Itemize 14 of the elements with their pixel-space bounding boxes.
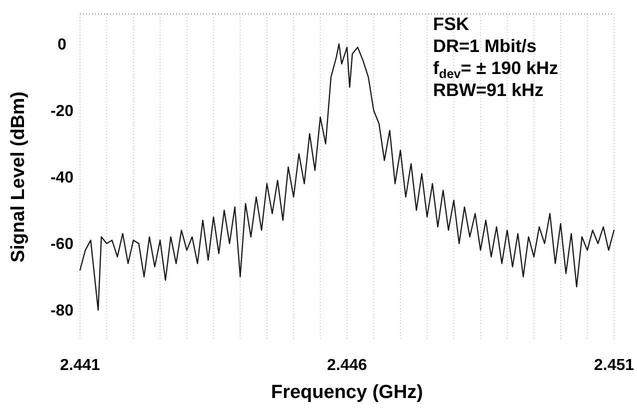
y-tick-label: -40 bbox=[50, 170, 74, 187]
x-axis-title: Frequency (GHz) bbox=[270, 382, 424, 403]
annotation: RBW=91 kHz bbox=[433, 80, 544, 100]
x-tick-label: 2.451 bbox=[594, 357, 634, 374]
annotation: FSK bbox=[433, 14, 469, 34]
annotation: f$_{dev}$= ± 190 kHz bbox=[433, 58, 558, 81]
x-tick-label: 2.446 bbox=[326, 357, 368, 374]
annotation: DR=1 Mbit/s bbox=[433, 36, 537, 56]
y-axis-title: Signal Level (dBm) bbox=[8, 91, 29, 263]
y-tick-label: -60 bbox=[50, 236, 74, 254]
y-tick-label: -80 bbox=[50, 302, 74, 320]
y-tick-label: -20 bbox=[50, 103, 74, 120]
y-tick-label: 0 bbox=[58, 36, 67, 54]
x-tick-label: 2.441 bbox=[60, 357, 100, 374]
